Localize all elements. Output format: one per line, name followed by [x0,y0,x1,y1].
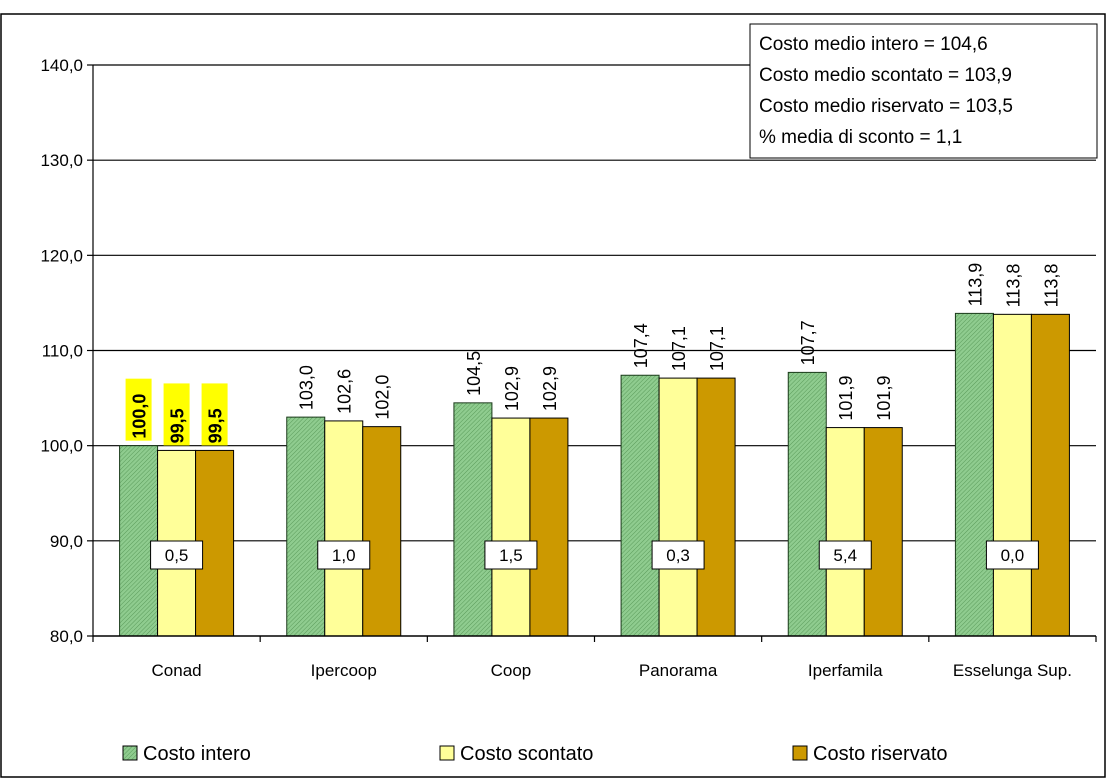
summary-line: Costo medio intero = 104,6 [759,34,988,55]
summary-line: % media di sconto = 1,1 [759,127,962,148]
discount-box [150,540,204,570]
y-tick-label: 100,0 [40,437,83,456]
bar-2-5 [1030,313,1070,637]
discount-label: 0,0 [1001,546,1025,565]
summary-box-frame [749,23,1098,159]
y-tick-label: 110,0 [42,342,83,361]
summary-line: Costo medio scontato = 103,9 [759,65,1012,86]
data-label-0-1: 103,0 [297,365,317,410]
data-label-0-5: 113,9 [965,263,985,307]
x-tick-label: Ipercoop [311,661,377,680]
data-label-2-2: 102,9 [540,366,560,411]
legend-label: Costo intero [143,743,251,765]
bar-0-2 [453,402,493,637]
bar-1-5 [992,313,1032,637]
legend: Costo intero Costo scontato Costo riservat… [122,743,948,765]
x-tick-label: Conad [152,661,202,680]
data-label-1-0: 99,5 [168,408,188,443]
discount-label: 0,5 [165,546,189,565]
data-label-0-4: 107,7 [798,320,818,365]
y-axis: 80,0 90,0 100,0 110,0 120,0 130,0 140,0 [40,56,94,646]
data-label-2-0: 99,5 [206,408,226,443]
data-label-1-3: 107,1 [669,326,689,371]
data-label-0-2: 104,5 [464,351,484,396]
highlight-bg [201,383,228,446]
data-label-2-1: 102,0 [373,375,393,420]
data-label-2-3: 107,1 [707,326,727,371]
y-tick-label: 90,0 [50,532,83,551]
discount-label: 1,0 [332,546,356,565]
y-tick-label: 120,0 [40,246,83,265]
bar-2-1 [362,426,402,637]
legend-label: Costo riservato [813,743,948,765]
data-label-0-0: 100,0 [130,394,150,439]
bar-1-3 [658,377,698,637]
x-tick-label: Iperfamila [808,661,883,680]
x-axis: Conad Ipercoop Coop Panorama Iperfamila Essel… [92,635,1097,680]
y-tick-label: 130,0 [40,151,83,170]
discount-box [985,540,1039,570]
bar-0-4 [787,371,827,637]
data-label-2-4: 101,9 [874,376,894,421]
discount-label: 1,5 [499,546,523,565]
discount-label: 5,4 [833,546,857,565]
data-label-0-3: 107,4 [631,323,651,368]
y-tick-label: 80,0 [50,627,83,646]
bar-0-1 [286,416,326,637]
data-label-1-4: 101,9 [836,376,856,421]
legend-swatch [439,745,455,761]
x-tick-label: Esselunga Sup. [953,661,1072,680]
bars: 100,0 99,5 99,5 0,5 103,0 102,6 102,0 1,0 104,5 1… [119,263,1070,637]
discount-label: 0,3 [666,546,690,565]
bar-2-4 [863,427,903,637]
data-label-2-5: 113,8 [1041,264,1061,308]
legend-label: Costo scontato [460,743,593,765]
bar-1-2 [491,417,531,637]
legend-swatch [122,745,138,761]
data-label-1-2: 102,9 [502,366,522,411]
summary-line: Costo medio riservato = 103,5 [759,96,1013,117]
bar-0-3 [620,374,660,637]
highlight-bg [125,378,152,441]
bar-0-5 [954,312,994,637]
discount-box [484,540,538,570]
legend-swatch [792,745,808,761]
x-tick-label: Coop [491,661,532,680]
data-label-1-1: 102,6 [335,369,355,414]
bar-1-4 [825,427,865,637]
summary-box: Costo medio intero = 104,6 Costo medio sc… [749,23,1098,159]
bar-1-1 [324,420,364,637]
bar-2-3 [696,377,736,637]
bar-2-2 [529,417,569,637]
discount-box [651,540,705,570]
discount-box [317,540,371,570]
data-label-1-5: 113,8 [1003,264,1023,308]
highlight-bg [163,383,190,446]
y-tick-label: 140,0 [40,56,83,75]
x-tick-label: Panorama [639,661,718,680]
discount-box [818,540,872,570]
